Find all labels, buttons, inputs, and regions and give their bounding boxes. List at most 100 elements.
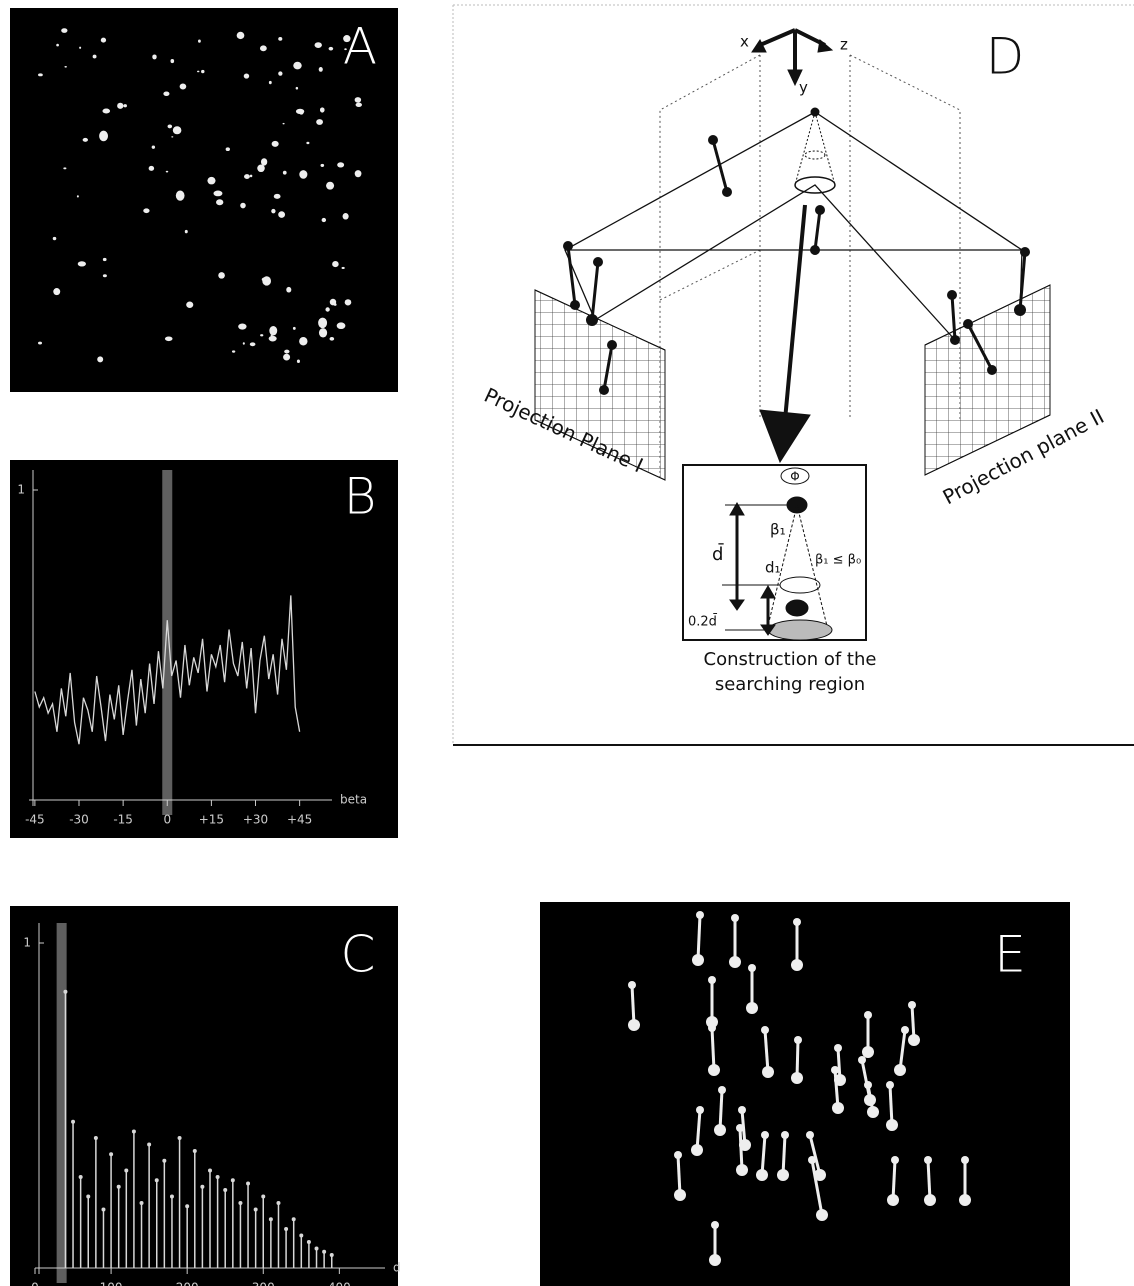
spot xyxy=(250,175,253,178)
spot xyxy=(152,146,155,149)
spot xyxy=(293,327,296,330)
stem-head xyxy=(178,1136,182,1140)
spot xyxy=(218,272,225,279)
stem-head xyxy=(63,990,67,994)
spot xyxy=(272,141,279,147)
y-tick-label: 1 xyxy=(17,483,25,497)
stem-head xyxy=(322,1250,326,1254)
dumbbell-end xyxy=(736,1164,748,1176)
dumbbell-end xyxy=(781,1131,789,1139)
stem-head xyxy=(132,1130,136,1134)
spot xyxy=(262,277,268,281)
spot xyxy=(83,138,88,142)
diagram xyxy=(453,5,1134,745)
stem-head xyxy=(292,1217,296,1221)
inset-label: β₁ xyxy=(770,521,786,539)
axis-x: x xyxy=(740,33,749,51)
spot xyxy=(240,203,246,209)
spot xyxy=(198,40,201,43)
dumbbell-end xyxy=(761,1026,769,1034)
spot xyxy=(243,342,245,344)
dumbbell-end xyxy=(731,914,739,922)
spot xyxy=(216,199,223,205)
dumbbell-bar xyxy=(928,1160,930,1200)
dumbbell-end xyxy=(924,1156,932,1164)
spot xyxy=(330,299,336,306)
spot xyxy=(103,258,107,261)
dumbbell-end xyxy=(711,1221,719,1229)
x-tick-label: 200 xyxy=(176,1281,199,1286)
spot xyxy=(244,73,249,78)
spot xyxy=(319,328,327,337)
spot xyxy=(79,47,81,49)
x-tick-label: +15 xyxy=(199,813,224,827)
stem-head xyxy=(124,1169,128,1173)
x-tick-label: 300 xyxy=(252,1281,275,1286)
stem-head xyxy=(71,1120,75,1124)
dumbbell-end xyxy=(738,1106,746,1114)
spot xyxy=(283,123,285,125)
dumbbell-end xyxy=(709,1254,721,1266)
dumbbell-bar xyxy=(783,1135,785,1175)
spot xyxy=(343,213,349,220)
axis-y: y xyxy=(799,79,808,97)
spot xyxy=(299,170,307,179)
spot xyxy=(102,108,110,113)
spot xyxy=(64,66,67,68)
spot xyxy=(345,299,352,305)
spot xyxy=(322,218,326,222)
dumbbell-bar xyxy=(893,1160,895,1200)
caption: searching region xyxy=(715,674,865,695)
dumbbell-bar xyxy=(740,1128,742,1170)
spot xyxy=(326,182,334,190)
dumbbell-end xyxy=(714,1124,726,1136)
inset-label: d₁ xyxy=(765,559,781,577)
panel-label: E xyxy=(994,926,1026,984)
spot xyxy=(77,195,79,197)
spot xyxy=(296,109,304,114)
spot xyxy=(316,119,323,125)
stem-head xyxy=(261,1195,265,1199)
dumbbell-end xyxy=(886,1081,894,1089)
dumbbell-end xyxy=(718,1086,726,1094)
spot xyxy=(53,288,60,295)
stem-head xyxy=(155,1178,159,1182)
dumbbell-bar xyxy=(632,985,634,1025)
spot xyxy=(293,62,301,70)
stem-head xyxy=(170,1195,174,1199)
spot xyxy=(165,336,173,341)
dumbbell-end xyxy=(808,1156,816,1164)
spot xyxy=(53,237,57,240)
spot xyxy=(320,107,325,112)
stem-head xyxy=(231,1178,235,1182)
stem-head xyxy=(162,1159,166,1163)
x-tick-label: 0 xyxy=(163,813,171,827)
stem-head xyxy=(284,1227,288,1231)
dumbbell-end xyxy=(894,1064,906,1076)
spot xyxy=(271,209,275,214)
spot xyxy=(168,124,173,128)
dumbbell-end xyxy=(756,1169,768,1181)
spot xyxy=(355,170,362,177)
stem-head xyxy=(101,1208,105,1212)
spot xyxy=(180,83,187,89)
stem-head xyxy=(315,1247,319,1251)
stem-head xyxy=(200,1185,204,1189)
stem-head xyxy=(86,1195,90,1199)
highlight-band xyxy=(162,470,172,815)
spot xyxy=(320,164,324,167)
spot xyxy=(319,67,323,72)
spot xyxy=(283,354,290,361)
dumbbell-end xyxy=(831,1066,839,1074)
spot xyxy=(278,37,282,41)
inset-label: d̄ xyxy=(712,543,724,565)
dumbbell-end xyxy=(736,1124,744,1132)
dumbbell-end xyxy=(816,1209,828,1221)
stem-head xyxy=(276,1201,280,1205)
dumbbell-bar xyxy=(890,1085,892,1125)
spot xyxy=(149,166,154,171)
dumbbell-end xyxy=(867,1106,879,1118)
dumbbell-end xyxy=(908,1001,916,1009)
dumbbell-end xyxy=(862,1046,874,1058)
spot xyxy=(237,32,245,39)
